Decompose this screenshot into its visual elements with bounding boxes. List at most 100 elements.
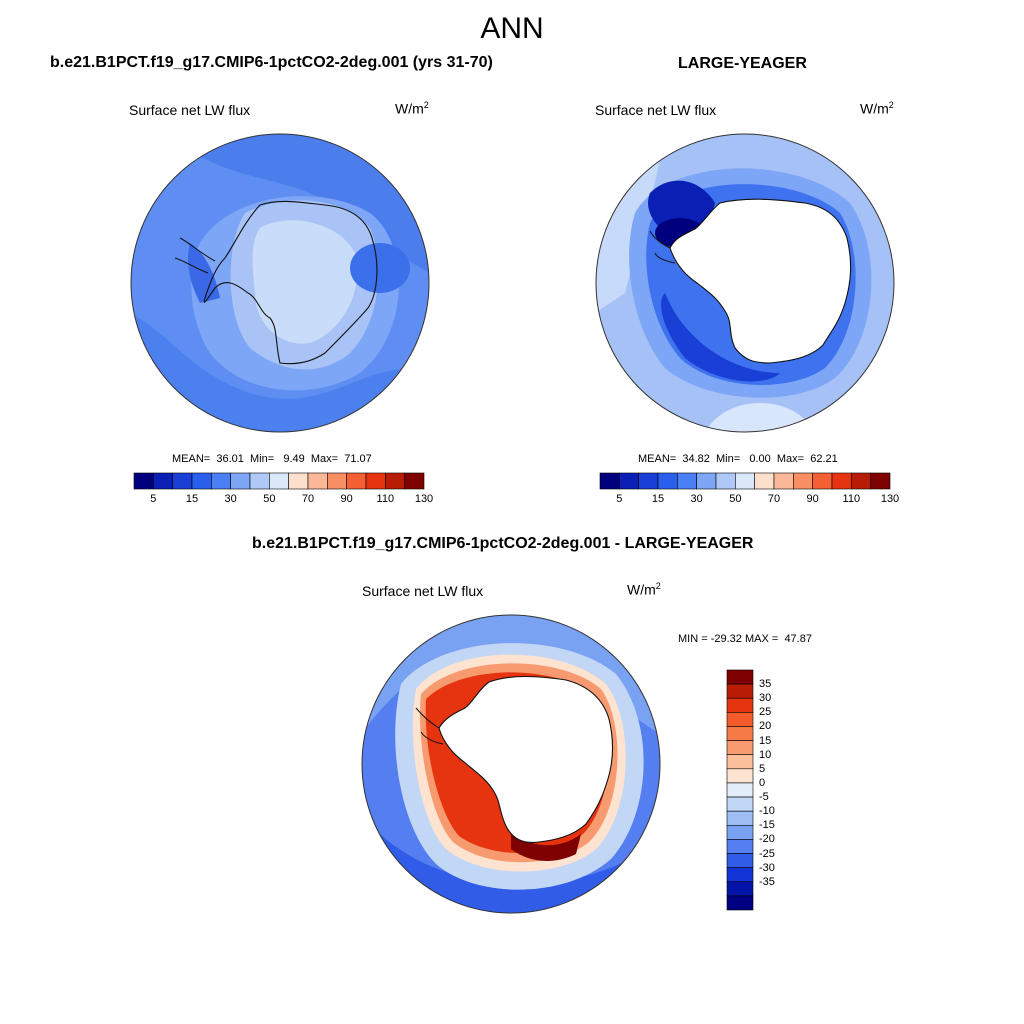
panel1-colorbar-tick-label: 30: [224, 493, 237, 505]
panel1-colorbar-swatch: [346, 472, 367, 490]
panel3-colorbar-tick-label: -15: [759, 819, 775, 832]
panel3-stats: MIN = -29.32 MAX = 47.87: [678, 633, 812, 645]
panel2-variable-label: Surface net LW flux: [595, 102, 717, 118]
panel3-colorbar-tick-label: 5: [759, 762, 766, 775]
panel2-colorbar-tick-label: 15: [651, 493, 665, 505]
panel2-colorbar-tick-label: 130: [880, 493, 900, 505]
panel2-colorbar-tick-label: 110: [842, 493, 861, 505]
panel3-colorbar-ticks: 35 30 25 20 15 10 5 0 -5 -10 -15 -20 -25 -30 -35: [727, 670, 807, 910]
panel3-field-region: [511, 834, 581, 861]
panel3-units: W/m2: [627, 581, 661, 598]
panel2-field-region: [648, 180, 715, 232]
panel1-colorbar-swatch: [307, 472, 328, 490]
panel3-field-region: [362, 814, 660, 913]
panel2-colorbar-tick-label: 70: [767, 493, 781, 505]
panel3-colorbar-tick-label: 20: [759, 720, 772, 733]
panel1-colorbar-swatch: [327, 472, 347, 490]
panel3-colorbar-tick-label: 25: [759, 706, 772, 719]
panel3-colorbar-tick-label: -35: [759, 875, 775, 888]
panel2-colorbar-tick-label: 30: [690, 493, 703, 505]
panel2-polar-map: [595, 133, 895, 433]
panel2-colorbar-swatch: [619, 472, 639, 490]
panel1-colorbar-swatch: [191, 472, 212, 490]
panel3-colorbar-tick-label: -5: [759, 791, 769, 804]
panel2-units: W/m2: [860, 100, 894, 117]
panel2-case-title: LARGE-YEAGER: [678, 55, 807, 72]
panel1-colorbar-swatch: [172, 472, 193, 490]
panel1-colorbar-tick-label: 50: [263, 493, 276, 505]
panel2-colorbar-tick-label: 90: [806, 493, 819, 505]
panel1-field-region: [188, 243, 220, 303]
panel1-colorbar-tick-label: 70: [301, 493, 315, 505]
panel1-colorbar-swatch: [288, 472, 309, 490]
panel1-colorbar-tick-label: 90: [340, 493, 353, 505]
panel1-colorbar-ticks: 5 15 30 50 70 90 110 130: [134, 493, 433, 507]
panel1-polar-map: [130, 133, 430, 433]
panel2-field-region: [661, 293, 780, 382]
panel1-colorbar-swatch: [365, 472, 386, 490]
panel3-colorbar-swatch: [726, 895, 754, 911]
panel2-colorbar-swatch: [870, 472, 891, 490]
panel1-units: W/m2: [395, 100, 429, 117]
panel2-stats: MEAN= 34.82 Min= 0.00 Max= 62.21: [638, 453, 838, 465]
panel2-colorbar-swatch: [831, 472, 852, 490]
panel1-stats: MEAN= 36.01 Min= 9.49 Max= 71.07: [172, 453, 372, 465]
panel3-case-title: b.e21.B1PCT.f19_g17.CMIP6-1pctCO2-2deg.0…: [252, 535, 754, 552]
panel3-colorbar-tick-label: 35: [759, 678, 772, 691]
panel3-peninsula: [415, 707, 444, 745]
panel1-peninsula: [174, 237, 216, 274]
panel1-colorbar-swatch: [230, 472, 251, 490]
panel2-colorbar-swatch: [696, 472, 717, 490]
panel3-variable-label: Surface net LW flux: [362, 583, 484, 599]
panel3-antarctica-mask: [438, 676, 614, 844]
panel3-colorbar-tick-label: 0: [759, 776, 766, 789]
panel3-colorbar-tick-label: -20: [759, 833, 775, 846]
panel1-colorbar-swatch: [404, 472, 425, 490]
panel1-colorbar-swatch: [269, 472, 289, 490]
panel1-field-region: [252, 220, 358, 344]
page-title: ANN: [480, 12, 544, 45]
panel2-colorbar-tick-label: 50: [729, 493, 742, 505]
panel1-colorbar-tick-label: 15: [185, 493, 199, 505]
panel1-case-title: b.e21.B1PCT.f19_g17.CMIP6-1pctCO2-2deg.0…: [50, 54, 493, 71]
panel2-colorbar-swatch: [793, 472, 813, 490]
panel2-colorbar-swatch: [638, 472, 659, 490]
panel3-polar-map: [361, 614, 661, 914]
panel3-colorbar-tick-label: 30: [759, 692, 772, 705]
panel1-field-region: [170, 134, 429, 273]
panel1-colorbar: [133, 472, 425, 490]
panel3-field-region: [362, 615, 660, 734]
panel2-colorbar-swatch: [715, 472, 736, 490]
panel1-field-region: [350, 243, 410, 293]
panel2-colorbar-swatch: [812, 472, 833, 490]
panel1-colorbar-swatch: [249, 472, 270, 490]
panel2-colorbar-swatch: [754, 472, 775, 490]
panel1-colorbar-swatch: [153, 472, 173, 490]
panel2-colorbar: [599, 472, 891, 490]
panel3-colorbar-tick-label: -10: [759, 805, 775, 818]
panel3-colorbar: 35 30 25 20 15 10 5 0 -5 -10 -15 -20 -25 -30 -35: [726, 669, 807, 912]
panel2-colorbar-tick-label: 5: [616, 493, 623, 505]
panel2-colorbar-swatch: [735, 472, 755, 490]
panel2-antarctica-mask: [669, 198, 852, 364]
panel2-colorbar-ticks: 5 15 30 50 70 90 110 130: [600, 493, 899, 507]
panel1-colorbar-tick-label: 5: [150, 493, 157, 505]
panel1-variable-label: Surface net LW flux: [129, 102, 251, 118]
panel3-colorbar-tick-label: 10: [759, 748, 772, 761]
panel2-peninsula: [649, 230, 676, 264]
panel1-colorbar-swatch: [385, 472, 405, 490]
panel1-field-region: [131, 313, 429, 432]
panel1-colorbar-tick-label: 110: [376, 493, 395, 505]
panel2-colorbar-swatch: [773, 472, 794, 490]
panel2-colorbar-swatch: [677, 472, 697, 490]
panel2-colorbar-swatch: [599, 472, 620, 490]
panel1-coastline: [203, 200, 378, 365]
panel2-colorbar-swatch: [851, 472, 871, 490]
panel2-colorbar-swatch: [657, 472, 678, 490]
panel1-colorbar-tick-label: 130: [414, 493, 434, 505]
panel3-colorbar-tick-label: 15: [759, 734, 772, 747]
panel3-colorbar-tick-label: -30: [759, 861, 775, 874]
panel1-colorbar-swatch: [133, 472, 154, 490]
panel3-colorbar-tick-label: -25: [759, 847, 775, 860]
panel1-colorbar-swatch: [211, 472, 231, 490]
